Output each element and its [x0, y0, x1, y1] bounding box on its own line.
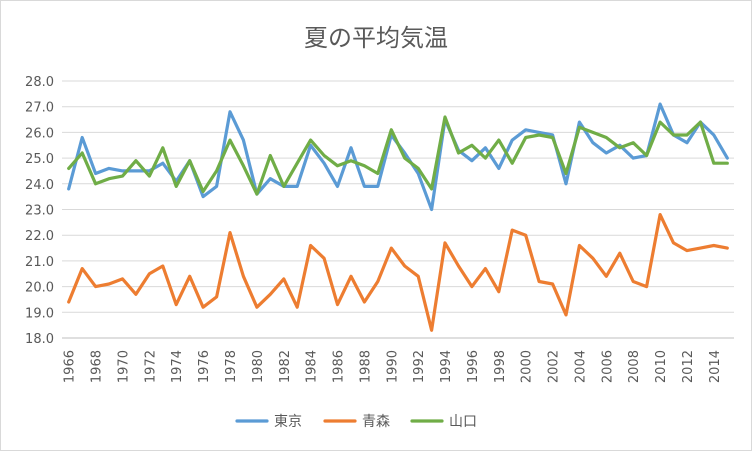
y-tick-label: 28.0 [25, 75, 54, 90]
y-tick-label: 26.0 [25, 126, 54, 141]
x-tick-label: 1982 [278, 350, 293, 383]
x-tick-label: 1976 [197, 350, 212, 383]
x-tick-label: 1972 [143, 350, 158, 383]
series-line-2 [67, 115, 729, 196]
x-tick-label: 2014 [708, 350, 723, 383]
series-lines [67, 102, 729, 332]
chart-title: 夏の平均気温 [304, 24, 448, 52]
legend-label: 東京 [274, 414, 302, 430]
x-tick-label: 1994 [439, 350, 454, 383]
x-tick-label: 1980 [251, 350, 266, 383]
x-axis-ticks: 1966 1968 1970 1972 1974 1976 1978 1980 1982 1984… [63, 350, 723, 383]
x-tick-label: 2008 [627, 350, 642, 383]
x-tick-label: 1970 [116, 350, 131, 383]
y-axis-ticks: 18.0 19.0 20.0 21.0 22.0 23.0 24.0 25.0 26.0 27.0… [25, 75, 54, 347]
legend: 東京 青森 山口 [235, 414, 477, 430]
x-tick-label: 2006 [600, 350, 615, 383]
x-tick-label: 1986 [332, 350, 347, 383]
y-tick-label: 23.0 [25, 204, 54, 219]
x-tick-label: 1988 [358, 350, 373, 383]
y-tick-label: 24.0 [25, 178, 54, 193]
legend-label: 青森 [362, 414, 390, 430]
x-tick-label: 1966 [63, 350, 78, 383]
y-tick-label: 25.0 [25, 152, 54, 167]
x-tick-label: 2000 [520, 350, 535, 383]
x-tick-label: 1996 [466, 350, 481, 383]
y-tick-label: 22.0 [25, 229, 54, 244]
x-tick-label: 2012 [681, 350, 696, 383]
x-tick-label: 1992 [412, 350, 427, 383]
series-line-1 [67, 213, 729, 332]
x-tick-label: 1984 [305, 350, 320, 383]
y-tick-label: 27.0 [25, 101, 54, 116]
x-tick-label: 2004 [573, 350, 588, 383]
gridlines [62, 80, 734, 339]
x-tick-label: 1998 [493, 350, 508, 383]
x-tick-label: 1974 [170, 350, 185, 383]
x-tick-label: 1978 [224, 350, 239, 383]
legend-label: 山口 [449, 414, 477, 430]
x-tick-label: 1990 [385, 350, 400, 383]
y-tick-label: 20.0 [25, 281, 54, 296]
y-tick-label: 18.0 [25, 332, 54, 347]
y-tick-label: 21.0 [25, 255, 54, 270]
x-tick-label: 2010 [654, 350, 669, 383]
x-tick-label: 2002 [547, 350, 562, 383]
x-tick-label: 1968 [90, 350, 105, 383]
y-tick-label: 19.0 [25, 306, 54, 321]
